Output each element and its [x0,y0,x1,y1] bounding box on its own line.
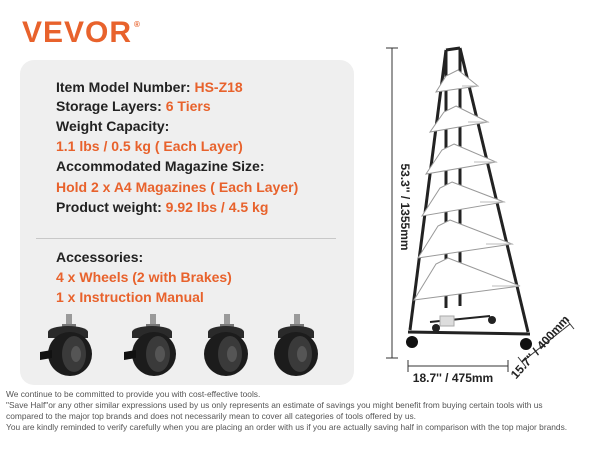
disclaimer-line: We continue to be committed to provide y… [6,389,261,399]
spec-weight: Product weight: 9.92 lbs / 4.5 kg [56,199,269,215]
accessories-title: Accessories: [56,249,144,265]
spec-capacity-label: Weight Capacity: [56,118,170,134]
logo-mark: ® [134,20,141,29]
spec-model: Item Model Number: HS-Z18 [56,79,243,95]
caster-wheel-icon [274,314,318,376]
brand-logo: VEVOR ® [22,16,141,50]
logo-text: VEVOR [22,16,133,49]
spec-capacity-value: 1.1 lbs / 0.5 kg ( Each Layer) [56,138,243,154]
disclaimer-line: compared to the major top brands and doe… [6,411,416,421]
caster-wheel-icon [204,314,248,376]
spec-layers: Storage Layers: 6 Tiers [56,98,211,114]
height-dimension-label: 53.3'' / 1355mm [398,163,412,251]
caster-wheel-brake-icon [124,314,176,376]
panel-divider [36,238,336,239]
disclaimer-line: "Save Half"or any other similar expressi… [6,400,543,410]
accessory-wheels: 4 x Wheels (2 with Brakes) [56,269,232,285]
caster-wheel-brake-icon [40,314,92,376]
spec-size-label: Accommodated Magazine Size: [56,158,265,174]
width-dimension-label: 18.7'' / 475mm [412,371,494,385]
spec-size-value: Hold 2 x A4 Magazines ( Each Layer) [56,179,299,195]
magazine-rack-illustration [386,46,575,372]
disclaimer-line: You are kindly reminded to verify carefu… [6,422,568,432]
accessory-manual: 1 x Instruction Manual [56,289,204,305]
disclaimer-text: We continue to be committed to provide y… [6,389,598,433]
